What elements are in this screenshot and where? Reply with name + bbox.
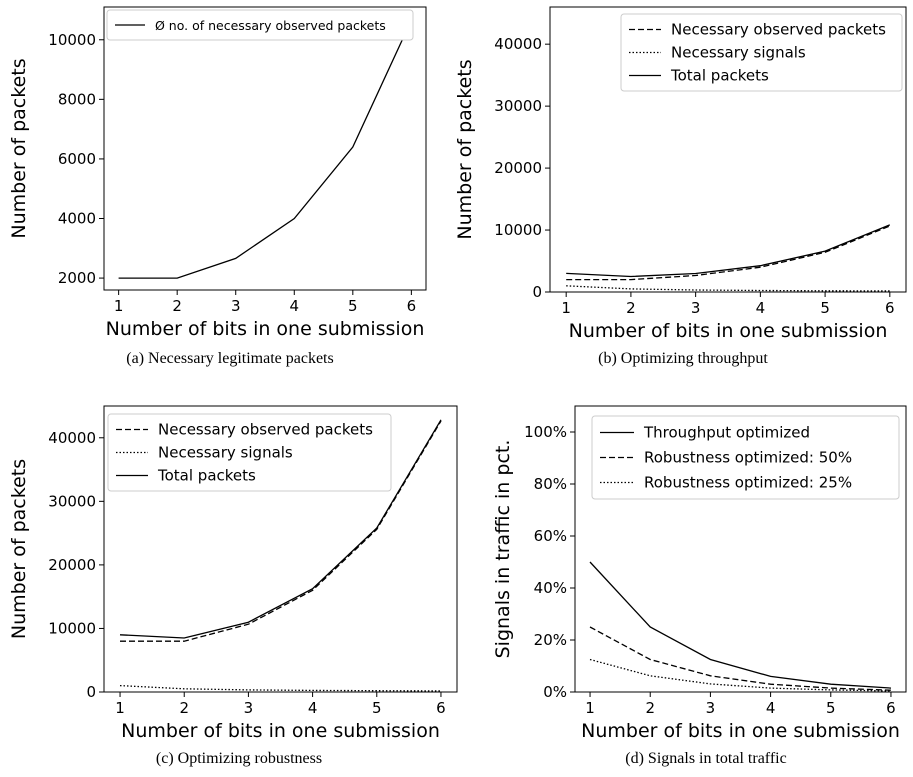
x-tick-label: 2: [645, 699, 655, 717]
y-tick-label: 0: [532, 283, 542, 301]
x-tick-label: 2: [626, 299, 636, 317]
x-tick-label: 4: [308, 699, 318, 717]
x-tick-label: 6: [436, 699, 446, 717]
axes-frame: [574, 405, 907, 693]
legend: Throughput optimized Robustness optimized…: [591, 415, 900, 500]
y-tick-label: 30000: [494, 97, 542, 115]
chart-panel: 1 2 3 4 5 6 0 10000 20000 30000 40000 Number of bit…: [454, 6, 907, 342]
y-tick-label: 0: [86, 683, 96, 701]
x-axis-label: Number of bits in one submission: [569, 320, 888, 342]
legend-entry: Necessary signals: [671, 44, 806, 62]
legend-entry: Necessary observed packets: [671, 21, 886, 39]
legend-entry: Necessary observed packets: [158, 421, 373, 439]
x-tick-label: 5: [372, 699, 382, 717]
x-tick-label: 1: [585, 699, 595, 717]
x-tick-label: 4: [756, 299, 766, 317]
series-line: [119, 419, 442, 639]
x-tick-label: 3: [706, 699, 716, 717]
chart-panel: 1 2 3 4 5 60%20%40%60%80%100%Number of bits i…: [492, 405, 907, 742]
x-tick-label: 3: [244, 699, 254, 717]
y-tick-label: 40000: [48, 429, 96, 447]
chart-panel: 1 2 3 4 5 6 0 10000 20000 30000 40000 Number of bit…: [8, 405, 458, 742]
y-axis-label: Number of packets: [8, 58, 30, 238]
x-axis-label: Number of bits in one submission: [581, 720, 900, 742]
y-tick-label: 10000: [48, 619, 96, 637]
legend-box: [106, 9, 414, 41]
x-tick-label: 1: [114, 297, 124, 315]
series-line: [120, 420, 442, 642]
x-tick-label: 5: [826, 699, 836, 717]
x-tick-label: 4: [289, 297, 299, 315]
x-tick-label: 4: [766, 699, 776, 717]
series-line: [118, 19, 412, 279]
y-tick-label: 0%: [543, 683, 567, 701]
legend-entry: Total packets: [157, 467, 256, 485]
x-tick-label: 2: [172, 297, 182, 315]
y-tick-label: 100%: [524, 423, 567, 441]
legend-entry: Robustness optimized: 25%: [644, 474, 852, 492]
y-axis-label: Number of packets: [454, 59, 476, 239]
y-tick-label: 10000: [48, 31, 96, 49]
x-tick-label: 1: [561, 299, 571, 317]
x-tick-label: 6: [885, 299, 895, 317]
chart-panel: 1 2 3 4 5 6 2000 4000 6000 8000 10000 Number of bit…: [8, 6, 427, 340]
x-tick-label: 1: [115, 699, 125, 717]
axes-frame: [549, 6, 907, 293]
x-tick-label: 5: [820, 299, 830, 317]
panel-caption: (b) Optimizing throughput: [598, 350, 768, 367]
legend-box: [591, 415, 900, 500]
axes-frame: [103, 405, 458, 693]
series-line: [566, 285, 890, 292]
y-tick-label: 10000: [494, 221, 542, 239]
y-tick-label: 40000: [494, 35, 542, 53]
y-axis-label: Signals in traffic in pct.: [492, 440, 514, 659]
x-axis-label: Number of bits in one submission: [121, 720, 440, 742]
y-tick-label: 20000: [494, 159, 542, 177]
y-tick-label: 6000: [58, 150, 96, 168]
y-tick-label: 20000: [48, 556, 96, 574]
y-tick-label: 60%: [534, 527, 567, 545]
series-line: [589, 626, 892, 691]
axes-frame: [103, 6, 427, 291]
legend-entry: Necessary signals: [158, 444, 293, 462]
x-tick-label: 5: [348, 297, 358, 315]
series-line: [566, 224, 891, 278]
x-tick-label: 3: [231, 297, 241, 315]
panel-caption: (a) Necessary legitimate packets: [126, 350, 333, 367]
y-tick-label: 40%: [534, 579, 567, 597]
series-line: [566, 225, 891, 281]
x-tick-label: 3: [691, 299, 701, 317]
legend-box: [620, 13, 903, 92]
series-line: [119, 684, 442, 692]
y-tick-label: 80%: [534, 475, 567, 493]
x-tick-label: 6: [407, 297, 417, 315]
y-axis-label: Number of packets: [8, 459, 30, 639]
x-tick-label: 6: [886, 699, 896, 717]
y-tick-label: 20%: [534, 631, 567, 649]
series-line: [589, 658, 892, 692]
panel-caption: (d) Signals in total traffic: [625, 750, 786, 767]
y-tick-label: 30000: [48, 492, 96, 510]
y-tick-label: 2000: [58, 269, 96, 287]
x-axis-label: Number of bits in one submission: [106, 318, 425, 340]
legend: Ø no. of necessary observed packets: [106, 9, 414, 41]
legend-entry: Total packets: [670, 67, 769, 85]
x-tick-label: 2: [179, 699, 189, 717]
y-tick-label: 8000: [58, 90, 96, 108]
legend-box: [107, 413, 392, 492]
legend: Necessary observed packets Necessary sign…: [620, 13, 903, 92]
legend-entry: Robustness optimized: 50%: [644, 449, 852, 467]
legend-entry: Throughput optimized: [643, 424, 810, 442]
series-line: [589, 561, 892, 689]
legend: Necessary observed packets Necessary sign…: [107, 413, 392, 492]
panel-caption: (c) Optimizing robustness: [156, 750, 322, 767]
y-tick-label: 4000: [58, 210, 96, 228]
legend-entry: Ø no. of necessary observed packets: [155, 18, 386, 33]
